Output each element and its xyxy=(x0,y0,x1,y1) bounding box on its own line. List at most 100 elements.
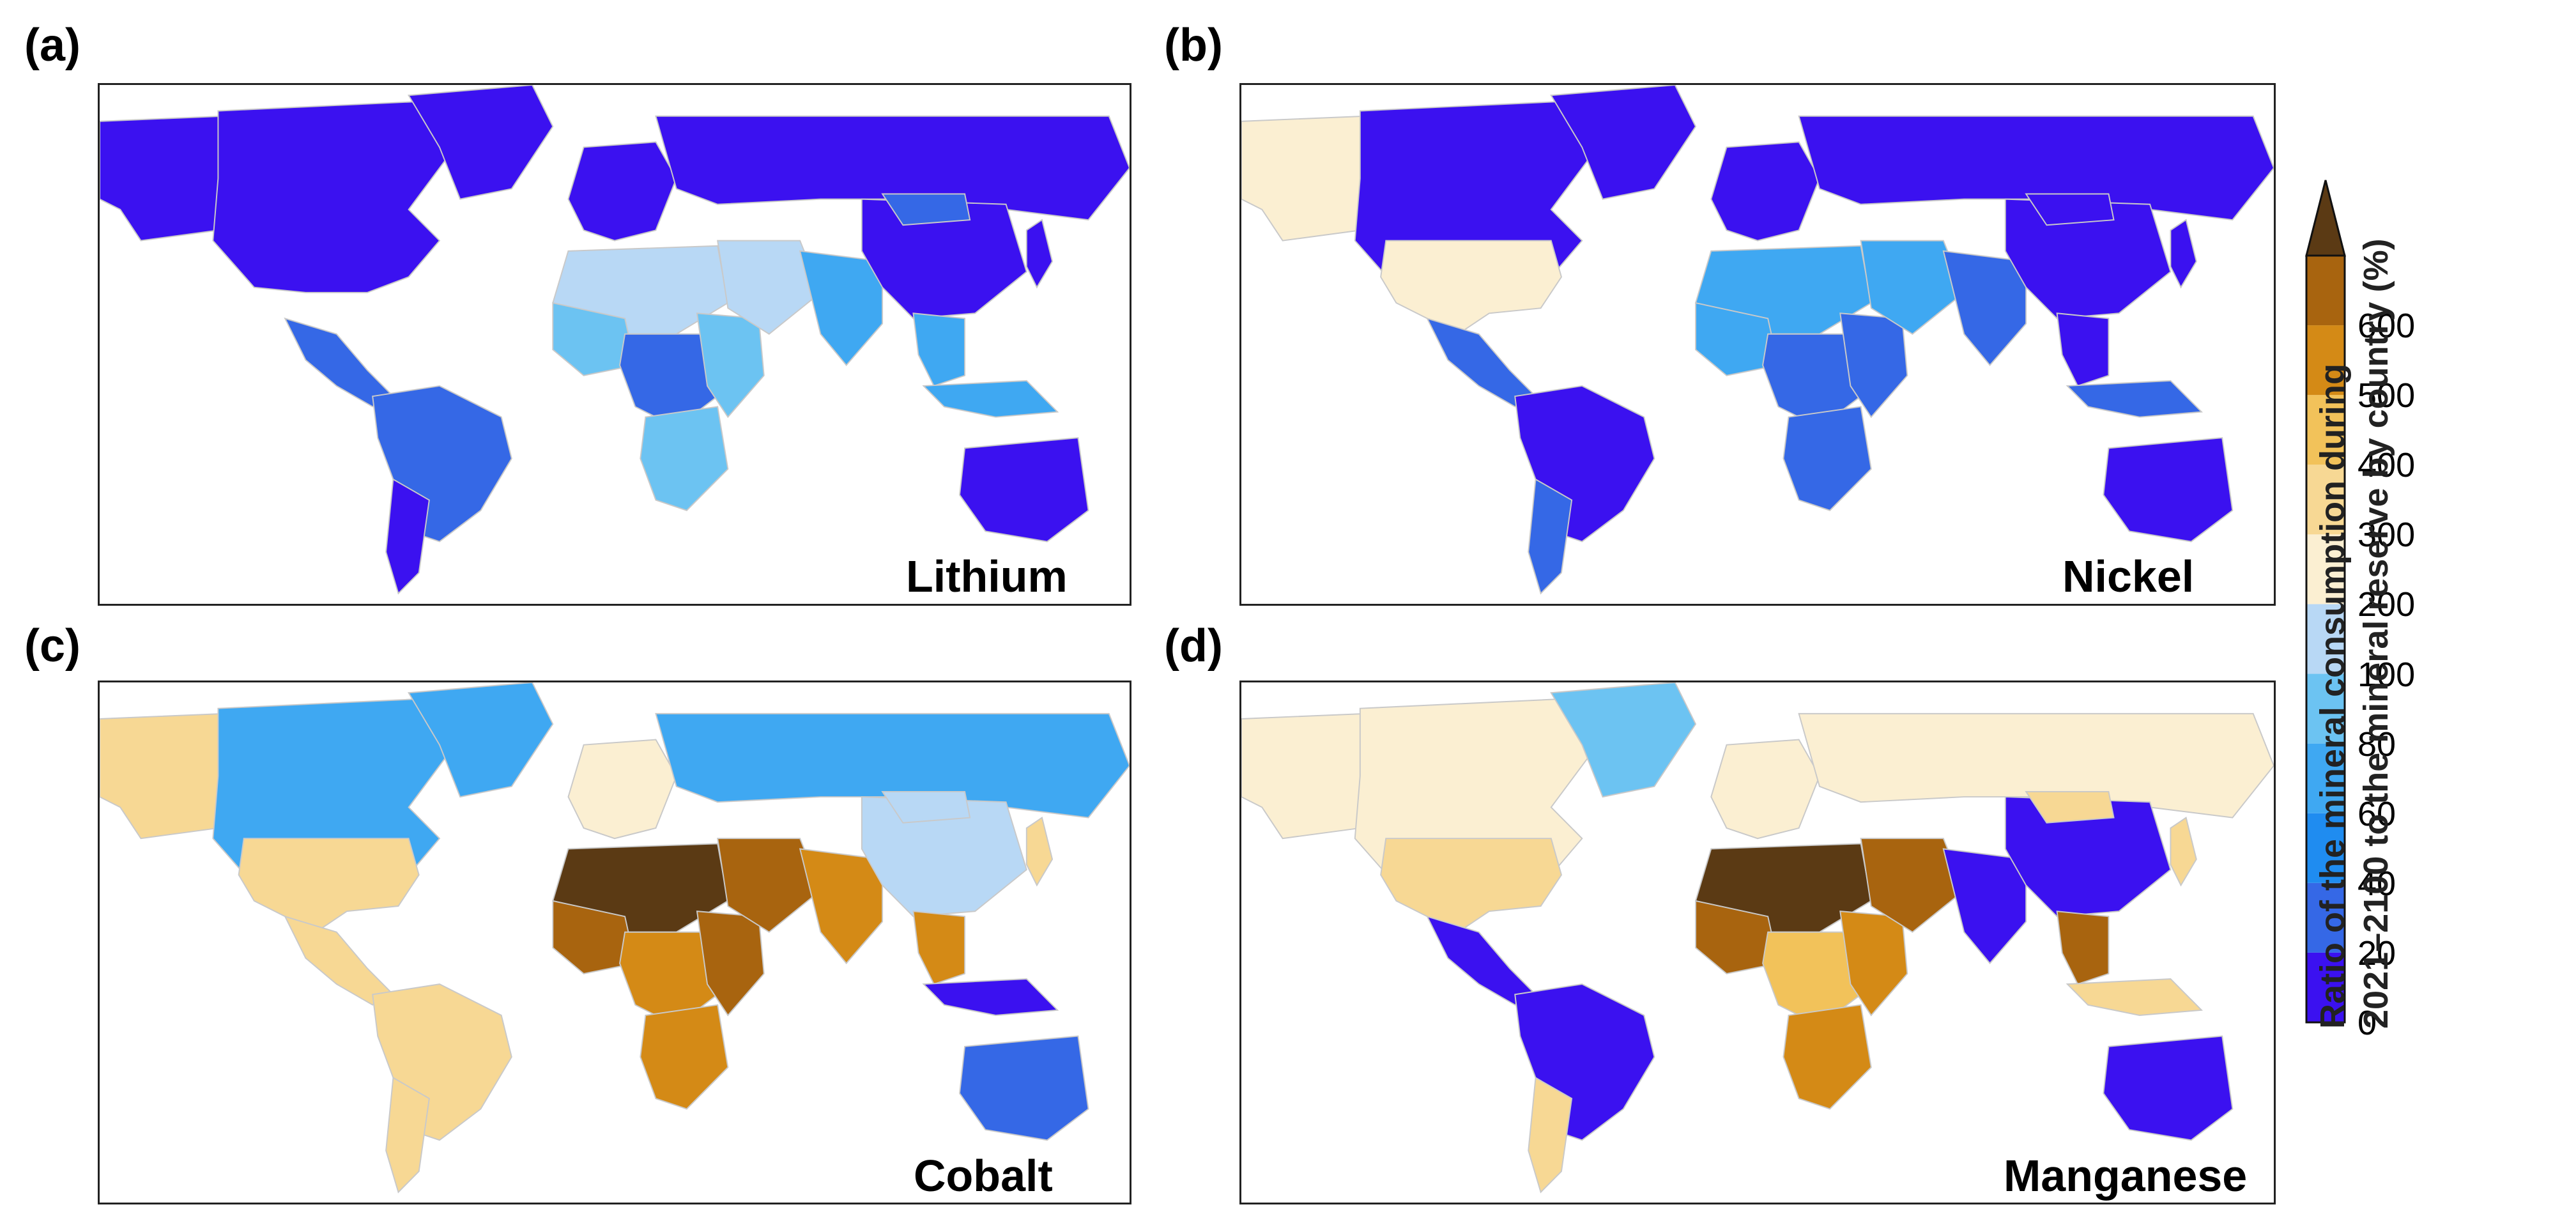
region-westAfrica xyxy=(1695,302,1779,376)
region-southAsia xyxy=(799,848,884,965)
region-usa xyxy=(238,838,420,933)
colorbar-tick-label: 600 xyxy=(2358,307,2416,346)
colorbar-segment xyxy=(2306,604,2345,674)
region-middleEast xyxy=(1860,240,1965,335)
world-map-nickel xyxy=(1241,85,2274,595)
region-southernCone xyxy=(1528,1077,1573,1194)
region-australia xyxy=(2103,1035,2234,1141)
region-usa xyxy=(1380,240,1563,335)
colorbar-segment xyxy=(2306,673,2345,744)
colorbar-segment xyxy=(2306,813,2345,883)
region-europe xyxy=(1710,739,1821,840)
region-centralAmerica xyxy=(284,317,395,408)
region-seAsia xyxy=(912,911,966,985)
region-australia xyxy=(2103,437,2234,542)
region-indonesia xyxy=(2066,978,2204,1016)
region-middleEast xyxy=(717,838,822,933)
colorbar-title-line1: Ratio of the mineral consumption during xyxy=(2313,363,2352,1029)
region-mongolia xyxy=(2025,790,2115,824)
colorbar-tick-label: 200 xyxy=(2358,585,2416,624)
region-japan xyxy=(2170,817,2197,887)
region-westAfrica xyxy=(552,900,636,974)
colorbar-tick-label: 80 xyxy=(2358,725,2396,764)
panel-letter-c: (c) xyxy=(24,620,80,672)
colorbar-segment xyxy=(2306,882,2345,953)
colorbar-tick-label: 40 xyxy=(2358,864,2396,903)
mineral-label-lithium: Lithium xyxy=(906,551,1068,601)
panel-letter-b: (b) xyxy=(1164,20,1223,71)
colorbar-tick-label: 0 xyxy=(2358,1004,2377,1042)
region-seAsia xyxy=(2056,312,2110,387)
region-westAfrica xyxy=(552,302,636,376)
colorbar-segment xyxy=(2306,325,2345,396)
region-southernCone xyxy=(1528,478,1573,595)
panel-letter-d: (d) xyxy=(1164,620,1223,672)
region-southAsia xyxy=(1942,250,2027,366)
colorbar-tick-label: 500 xyxy=(2358,376,2416,415)
colorbar-outline xyxy=(2305,254,2346,1024)
region-japan xyxy=(1025,817,1054,887)
colorbar-segment xyxy=(2306,465,2345,535)
world-map-lithium xyxy=(100,85,1130,595)
region-greenland xyxy=(1550,682,1697,798)
region-alaska xyxy=(1241,712,1366,840)
mineral-label-nickel: Nickel xyxy=(2062,551,2195,601)
region-seAsia xyxy=(912,312,966,387)
region-alaska xyxy=(100,115,224,242)
colorbar-tick-label: 100 xyxy=(2358,655,2416,694)
panel-letter-a: (a) xyxy=(24,20,80,71)
colorbar-tick-label: 400 xyxy=(2358,446,2416,485)
world-map-cobalt xyxy=(100,682,1130,1194)
region-centralAmerica xyxy=(1426,915,1537,1006)
region-centralAmerica xyxy=(1426,317,1537,408)
world-map-manganese xyxy=(1241,682,2274,1194)
region-seAsia xyxy=(2056,911,2110,985)
colorbar-title: Ratio of the mineral consumption during … xyxy=(2312,238,2398,1029)
colorbar-segment xyxy=(2306,534,2345,604)
region-greenland xyxy=(407,682,554,798)
map-panel-a xyxy=(98,83,1131,606)
region-southAsia xyxy=(1942,848,2027,965)
region-mongolia xyxy=(2025,193,2115,226)
region-alaska xyxy=(100,712,224,840)
map-panel-c xyxy=(98,681,1131,1204)
region-indonesia xyxy=(922,978,1059,1016)
region-middleEast xyxy=(717,240,822,335)
region-greenland xyxy=(1550,85,1697,200)
mineral-label-cobalt: Cobalt xyxy=(914,1151,1053,1201)
region-middleEast xyxy=(1860,838,1965,933)
region-japan xyxy=(1025,219,1054,289)
region-southernCone xyxy=(385,478,430,595)
colorbar-tick-label: 20 xyxy=(2358,934,2396,973)
region-northAmerica xyxy=(212,100,456,293)
region-southernAfrica xyxy=(1782,406,1872,511)
colorbar-segment xyxy=(2306,256,2345,326)
region-southAsia xyxy=(799,250,884,366)
colorbar-segment xyxy=(2306,743,2345,813)
region-indonesia xyxy=(2066,380,2204,418)
region-europe xyxy=(567,739,677,840)
region-southernAfrica xyxy=(640,406,729,511)
region-southernAfrica xyxy=(640,1004,729,1110)
colorbar-segment xyxy=(2306,952,2345,1022)
region-westAfrica xyxy=(1695,900,1779,974)
mineral-label-manganese: Manganese xyxy=(2004,1151,2248,1201)
colorbar-segment xyxy=(2306,395,2345,465)
region-australia xyxy=(959,437,1089,542)
region-japan xyxy=(2170,219,2197,289)
colorbar-tick-label: 300 xyxy=(2358,516,2416,555)
region-southernCone xyxy=(385,1077,430,1194)
region-usa xyxy=(1380,838,1563,933)
map-panel-b xyxy=(1239,83,2276,606)
colorbar xyxy=(2305,180,2346,1024)
region-centralAmerica xyxy=(284,915,395,1006)
region-australia xyxy=(959,1035,1089,1141)
map-panel-d xyxy=(1239,681,2276,1204)
region-mongolia xyxy=(881,790,971,824)
colorbar-tick-label: 60 xyxy=(2358,794,2396,833)
region-europe xyxy=(1710,141,1821,242)
region-greenland xyxy=(407,85,554,200)
region-southernAfrica xyxy=(1782,1004,1872,1110)
colorbar-title-line2: 2021–2100 to the mineral reserve by coun… xyxy=(2356,238,2395,1029)
region-europe xyxy=(567,141,677,242)
